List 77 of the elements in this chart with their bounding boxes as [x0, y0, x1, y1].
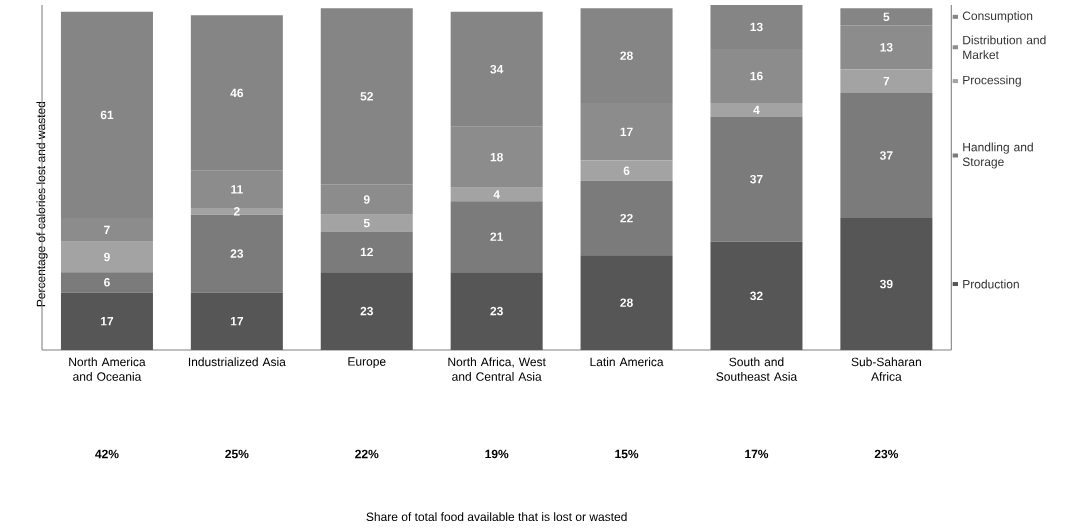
bar	[450, 187, 543, 202]
text: 42%	[95, 449, 119, 459]
text: Share of total food available that is lost or wasted	[366, 512, 627, 522]
x-tick-label: Europe	[348, 357, 386, 369]
data-label: 28	[620, 298, 633, 307]
legend-label: Consumption	[962, 11, 1033, 23]
data-label: 11	[231, 185, 243, 194]
data-label: 34	[490, 64, 504, 74]
data-label: 2	[233, 207, 240, 216]
x-tick-label: Industrialized Asia	[188, 357, 286, 367]
bar	[320, 231, 413, 273]
data-label: 13	[880, 43, 893, 52]
bar	[60, 272, 153, 293]
data-label: 28	[620, 51, 633, 60]
x-tick-label: South and Southeast Asia	[716, 357, 798, 381]
data-label: 23	[490, 306, 503, 316]
data-label: 4	[493, 190, 500, 199]
text: 22%	[355, 449, 379, 459]
bar	[580, 180, 673, 256]
legend-label: Processing	[963, 75, 1021, 87]
data-label: 5	[363, 218, 370, 228]
data-label: 32	[750, 291, 763, 301]
data-label: 61	[100, 110, 114, 120]
data-label: 17	[230, 317, 244, 326]
bar	[580, 160, 673, 181]
data-label: 7	[104, 225, 110, 235]
bar	[450, 272, 543, 350]
bar	[190, 207, 283, 215]
x-tick-label: North Africa, West and Central Asia	[448, 357, 546, 381]
data-label: 52	[360, 92, 373, 101]
bar	[580, 255, 673, 350]
data-label: 5	[883, 12, 890, 22]
bar	[190, 292, 283, 350]
data-label: 6	[623, 166, 630, 175]
bar	[320, 272, 413, 350]
legend-label: Distribution and Market	[963, 35, 1046, 60]
bar	[60, 292, 153, 350]
bar	[840, 92, 933, 219]
bar	[710, 241, 803, 350]
bar	[450, 201, 543, 273]
data-label: 4	[753, 105, 760, 114]
data-label: 37	[879, 151, 893, 160]
text: 19%	[485, 449, 509, 459]
text: 15%	[615, 449, 639, 459]
text: 25%	[225, 449, 249, 459]
data-label: 9	[363, 195, 370, 204]
data-label: 46	[230, 88, 244, 98]
bar	[60, 241, 153, 273]
data-label: 12	[360, 247, 373, 257]
data-label: 18	[490, 152, 503, 162]
bar	[710, 116, 803, 242]
data-label: 21	[490, 232, 503, 241]
legend-label: Handling and Storage	[962, 142, 1033, 169]
data-label: 7	[883, 76, 890, 86]
data-label: 17	[101, 317, 114, 326]
bar	[190, 214, 283, 293]
data-label: 13	[750, 22, 763, 32]
data-label: 9	[104, 252, 110, 262]
legend-label: Production	[963, 279, 1019, 289]
data-label: 16	[750, 71, 763, 81]
data-label: 6	[104, 278, 110, 287]
bar	[710, 103, 803, 117]
data-label: 39	[879, 279, 893, 289]
bar	[320, 214, 413, 232]
x-tick-label: North America and Oceania	[69, 357, 146, 381]
data-label: 23	[230, 249, 244, 258]
x-tick-label: Sub-Saharan Africa	[851, 357, 921, 381]
data-label: 37	[750, 174, 763, 184]
data-label: 22	[620, 213, 633, 223]
data-label: 23	[360, 306, 373, 316]
text: 17%	[745, 449, 769, 459]
y-axis-title: Percentage of calories lost and wasted	[36, 101, 48, 307]
bar	[840, 218, 933, 350]
data-label: 17	[620, 127, 633, 136]
x-tick-label: Latin America	[590, 357, 664, 367]
text: 23%	[874, 449, 899, 459]
bar	[840, 69, 933, 93]
